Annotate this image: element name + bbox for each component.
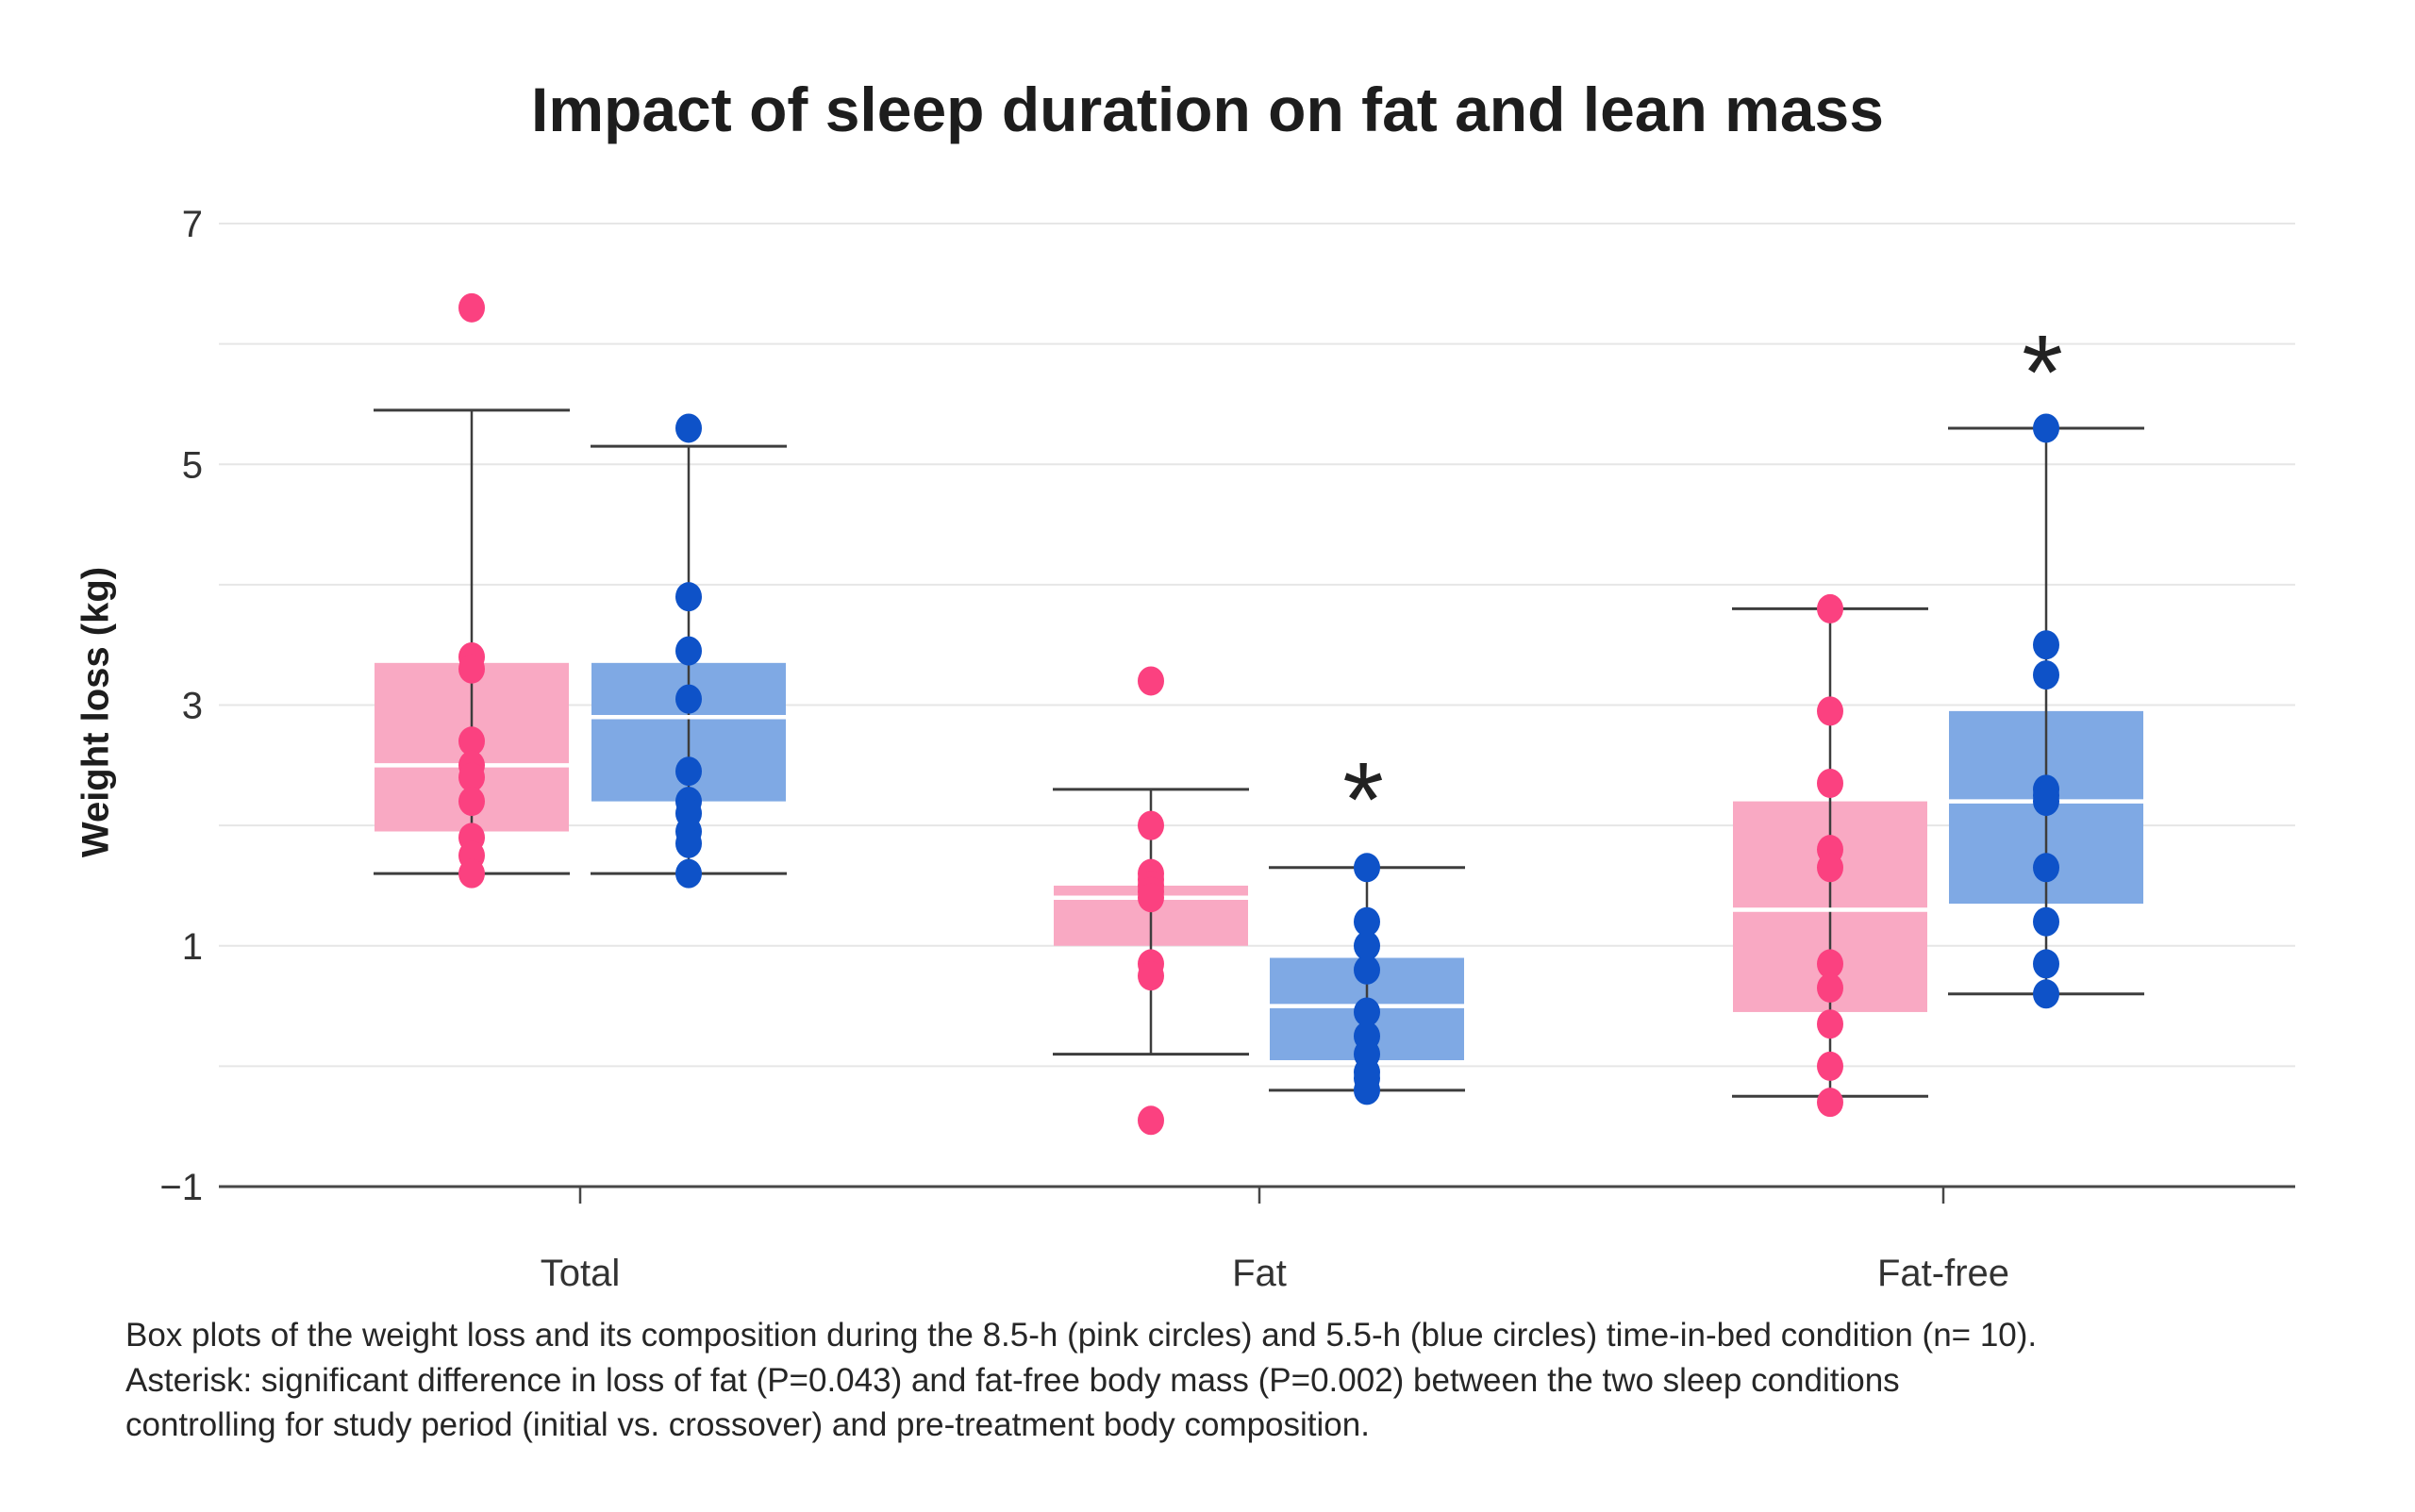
data-point-blue — [1354, 955, 1380, 985]
data-point-blue — [675, 636, 702, 666]
figure-caption: Box plots of the weight loss and its com… — [125, 1313, 2371, 1448]
data-point-pink — [1817, 1088, 1843, 1118]
data-point-blue — [2033, 660, 2059, 690]
data-point-pink — [1817, 972, 1843, 1003]
data-point-pink — [1817, 853, 1843, 883]
data-point-blue — [675, 582, 702, 612]
caption-line: controlling for study period (initial vs… — [125, 1406, 1370, 1444]
data-point-blue — [2033, 413, 2059, 443]
data-point-blue — [2033, 949, 2059, 979]
data-point-blue — [675, 756, 702, 787]
x-category-label: Fat — [1232, 1253, 1287, 1294]
y-tick-label: 1 — [182, 926, 203, 968]
data-point-pink — [1138, 666, 1164, 696]
data-point-pink — [1817, 768, 1843, 798]
data-point-blue — [2033, 853, 2059, 883]
data-point-blue — [2033, 979, 2059, 1009]
data-point-pink — [1817, 696, 1843, 726]
data-point-pink — [458, 762, 485, 792]
data-point-pink — [458, 726, 485, 756]
data-point-pink — [458, 654, 485, 684]
data-point-pink — [1817, 1009, 1843, 1039]
significance-asterisk: * — [2022, 314, 2063, 432]
data-point-blue — [1354, 1075, 1380, 1105]
data-point-blue — [1354, 997, 1380, 1027]
data-point-pink — [1817, 1051, 1843, 1081]
significance-asterisk: * — [1342, 741, 1384, 859]
data-point-blue — [1354, 906, 1380, 937]
data-point-blue — [2033, 630, 2059, 660]
data-point-pink — [1817, 949, 1843, 979]
caption-line: Box plots of the weight loss and its com… — [125, 1317, 2038, 1354]
y-tick-label: 3 — [182, 686, 203, 727]
x-category-label: Total — [541, 1253, 621, 1294]
data-point-pink — [1138, 1105, 1164, 1136]
caption-line: Asterisk: significant difference in loss… — [125, 1361, 1900, 1399]
data-point-pink — [1138, 810, 1164, 840]
x-category-label: Fat-free — [1877, 1253, 2009, 1294]
data-point-blue — [675, 413, 702, 443]
y-tick-label: 5 — [182, 444, 203, 486]
data-point-blue — [675, 828, 702, 858]
data-point-pink — [1138, 883, 1164, 913]
data-point-blue — [2033, 787, 2059, 817]
data-point-blue — [2033, 906, 2059, 937]
data-point-blue — [1354, 931, 1380, 961]
y-tick-label: 7 — [182, 204, 203, 245]
data-point-blue — [675, 858, 702, 889]
data-point-blue — [1354, 853, 1380, 883]
chart-title: Impact of sleep duration on fat and lean… — [531, 75, 1884, 144]
data-point-blue — [675, 684, 702, 714]
y-tick-label: −1 — [159, 1167, 203, 1208]
data-point-pink — [1138, 961, 1164, 991]
data-point-pink — [1817, 593, 1843, 623]
data-point-pink — [458, 787, 485, 817]
data-point-pink — [458, 292, 485, 323]
data-point-pink — [458, 858, 485, 889]
